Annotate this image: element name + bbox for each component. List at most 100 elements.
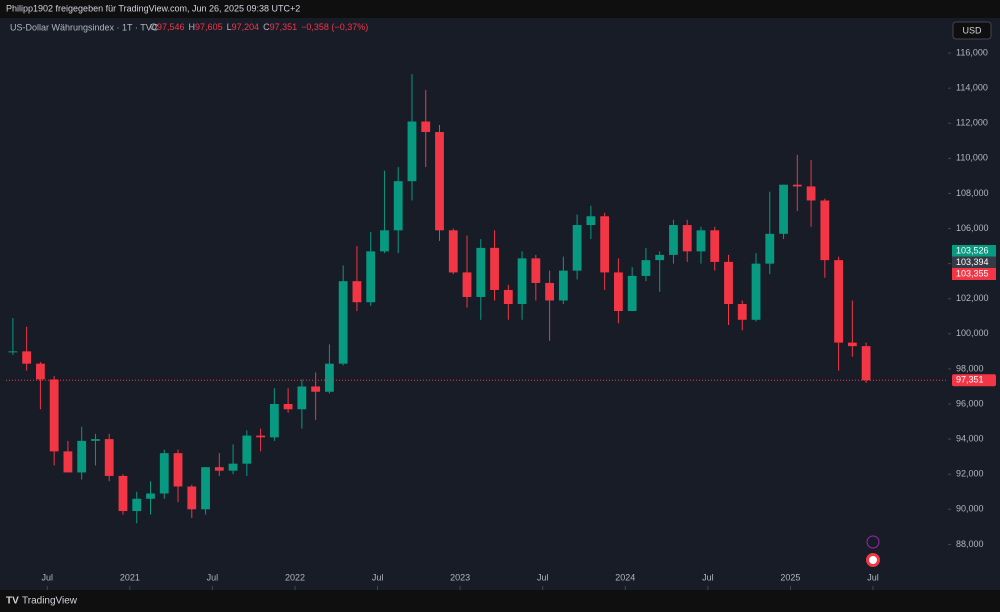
candle-body — [146, 493, 155, 499]
candle-body — [435, 132, 444, 231]
candle-body — [283, 404, 293, 410]
y-tick-label: 94,000 — [956, 433, 984, 443]
x-tick-label: 2022 — [285, 572, 305, 582]
y-tick-label: 110,000 — [956, 153, 988, 163]
candle-body — [627, 275, 637, 312]
candle-body — [104, 439, 114, 476]
candle-body — [91, 439, 100, 441]
y-tick-label: 98,000 — [956, 363, 984, 373]
x-tick-label: Jul — [537, 572, 549, 582]
candle-body — [503, 289, 513, 304]
candle-body — [187, 486, 197, 510]
candle-body — [751, 263, 761, 320]
candle-body — [779, 184, 788, 234]
candle-body — [669, 225, 678, 255]
candle-body — [36, 363, 45, 380]
symbol-title: US-Dollar Währungsindex · 1T · TVC — [10, 22, 159, 32]
candle-body — [325, 363, 334, 392]
currency-button[interactable] — [952, 21, 992, 40]
candle-body — [600, 216, 610, 273]
y-tick-label: 90,000 — [956, 504, 984, 514]
candle-body — [8, 351, 18, 353]
price-badge-label: 103,526 — [956, 245, 989, 255]
y-tick-label: 112,000 — [956, 118, 988, 128]
candle-body — [393, 181, 403, 231]
ohlc-legend: O97,546 H97,605 L97,204 C97,351 −0,358 (−0,3… — [150, 22, 368, 32]
x-tick-label: Jul — [42, 572, 54, 582]
chart-background — [0, 18, 1000, 590]
share-caption: Philipp1902 freigegeben für TradingView.… — [6, 3, 300, 13]
candle-body — [614, 272, 623, 312]
candle-body — [834, 260, 843, 343]
candle-body — [352, 281, 362, 303]
last-price-label: 97,351 — [956, 375, 984, 385]
candle-body — [22, 351, 32, 364]
legend-value: 97,351 — [270, 22, 298, 32]
candle-body — [517, 258, 527, 304]
candle-body — [462, 272, 472, 297]
y-tick-label: 106,000 — [956, 223, 989, 233]
x-tick-label: Jul — [372, 572, 384, 582]
candle-body — [696, 230, 706, 252]
candle-body — [159, 453, 169, 494]
y-tick-label: 96,000 — [956, 398, 984, 408]
candle-body — [297, 386, 307, 410]
candle-body — [173, 453, 183, 487]
price-badge — [952, 268, 996, 280]
last-price-badge — [952, 374, 996, 387]
y-tick-label: 116,000 — [956, 47, 988, 57]
candle-body — [338, 281, 348, 364]
candle-body — [118, 475, 128, 512]
x-tick-label: 2025 — [780, 572, 800, 582]
candle-body — [228, 463, 238, 471]
x-tick-label: Jul — [207, 572, 219, 582]
candle-body — [531, 258, 541, 283]
x-tick-label: 2024 — [615, 572, 635, 582]
candle-body — [214, 467, 224, 471]
y-tick-label: 108,000 — [956, 188, 989, 198]
legend-key: L — [227, 22, 232, 32]
legend-key: C — [263, 22, 270, 32]
y-tick-label: 102,000 — [956, 293, 989, 303]
candle-body — [847, 342, 857, 347]
candle-body — [49, 379, 59, 452]
x-tick-label: 2021 — [120, 572, 140, 582]
icon[interactable] — [866, 535, 880, 549]
y-tick-label: 92,000 — [956, 469, 984, 479]
legend-value: 97,546 — [157, 22, 185, 32]
candle-body — [792, 184, 802, 187]
candle-body — [724, 261, 733, 304]
legend-key: H — [189, 22, 196, 32]
candle-body — [242, 435, 252, 464]
candle-body — [765, 233, 775, 264]
legend-value: 97,204 — [232, 22, 260, 32]
candle-body — [269, 404, 279, 438]
x-tick-label: Jul — [702, 572, 714, 582]
candle-body — [861, 346, 871, 381]
legend-value: 97,605 — [195, 22, 223, 32]
candle-body — [558, 270, 568, 301]
candle-body — [132, 498, 142, 512]
candle-body — [448, 230, 458, 273]
candle-body — [586, 216, 596, 226]
candle-body — [490, 247, 499, 290]
candle-body — [201, 467, 210, 510]
legend-change: −0,358 (−0,37%) — [301, 22, 368, 32]
footer-logo: TradingView — [22, 596, 78, 607]
candle-body — [380, 230, 389, 252]
candle-body — [421, 121, 431, 133]
logo-mark: TV — [6, 596, 19, 607]
y-tick-label: 114,000 — [956, 83, 988, 93]
x-tick-label: 2023 — [450, 572, 470, 582]
y-tick-label: 100,000 — [956, 328, 989, 338]
candle-body — [737, 304, 747, 320]
candle-body — [655, 254, 665, 261]
candle-body — [77, 440, 87, 473]
candle-body — [572, 225, 582, 271]
candle-body — [256, 435, 265, 438]
icon — [869, 556, 877, 564]
currency-label[interactable]: USD — [962, 25, 982, 35]
x-tick-label: Jul — [867, 572, 879, 582]
